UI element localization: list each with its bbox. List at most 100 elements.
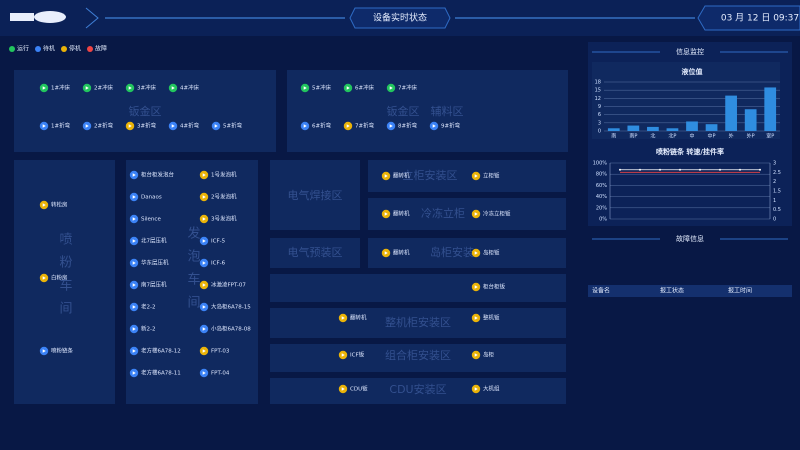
machine-icon [202,195,206,199]
zone-label: 组合柜安装区 [385,348,451,362]
table-column: 设备名 [592,287,610,295]
machine-icon [132,327,136,331]
legend-label: 停机 [69,45,81,53]
machine-name: 白粉房 [51,274,68,282]
y-tick-label: 0 [598,129,601,135]
machine-icon [85,86,89,90]
faults-title: 故障信息 [676,234,704,243]
zone [287,70,568,152]
page-title: 设备实时状态 [373,12,427,24]
machine-icon [202,173,206,177]
date-frame [697,5,800,31]
machine-name: 小岛柜6A78-08 [211,325,251,333]
machine-icon [432,124,436,128]
machine-name: FPT-04 [211,371,230,377]
zone-label: 钣金区 [129,104,162,118]
machine-name: 4#折弯 [180,122,200,130]
series-point [759,168,761,171]
zone [14,160,115,404]
machine-name: 1号发泡机 [211,171,237,179]
machine-name: 华东层压机 [141,259,169,267]
datetime: 03 月 12 日 09:37 [721,13,799,24]
machine-icon [132,349,136,353]
machine-name: 翻转机 [393,249,410,257]
bar [725,95,737,131]
x-tick-label: 南P [629,133,637,140]
machine-icon [389,86,393,90]
machine-name: 立柜钣 [483,172,500,180]
machine-icon [341,387,345,391]
machine-icon [132,173,136,177]
machine-icon [303,86,307,90]
y-tick-label: 18 [595,80,601,86]
zone [368,198,566,230]
machine-name: 3#折弯 [137,122,157,130]
zone [14,70,276,152]
header-chevron [85,7,99,29]
machine-name: Danaos [141,195,162,201]
machine-name: 翻转机 [393,172,410,180]
machine-icon [474,212,478,216]
zone-label: 电气焊接区 [288,188,343,202]
machine-name: 5#冲床 [312,84,332,92]
machine-name: 6#冲床 [355,84,375,92]
machine-name: 1#折弯 [51,122,71,130]
machine-icon [474,174,478,178]
machine-name: Silence [141,217,161,223]
logo [10,13,34,21]
series-point [739,168,741,171]
machine-name: 南7层压机 [141,281,167,289]
y-tick-label: 100% [593,161,608,167]
machine-icon [341,353,345,357]
x-tick-label: 北 [650,133,655,140]
x-tick-label: 外P [747,133,755,140]
zone-label: 立柜安装区 [403,168,458,182]
zone-label: 钣金区 辅料区 [387,104,464,118]
zone [270,378,566,404]
zone [368,238,566,268]
machine-name: 柜台柜发泡台 [141,171,175,179]
machine-icon [42,276,46,280]
machine-name: 整机钣 [483,314,500,322]
machine-icon [202,217,206,221]
y-tick-label: 20% [596,205,607,211]
zone-label: 冷冻立柜 [421,206,465,220]
machine-name: 9#折弯 [441,122,461,130]
machine-name: 翻转机 [350,314,367,322]
machine-icon [42,124,46,128]
zone [126,160,258,404]
series-point [659,168,661,171]
machine-icon [202,327,206,331]
machine-icon [132,305,136,309]
machine-name: 1#冲床 [51,84,71,92]
x-tick-label: 南 [611,133,616,140]
machine-icon [132,195,136,199]
bar [627,125,640,131]
y-tick-label: 12 [595,96,601,102]
machine-name: 转松房 [51,201,68,209]
y-tick-label: 15 [595,88,601,94]
zone-label: 岛柜安装 [430,245,474,259]
y-tick-label: 2 [773,179,776,185]
machine-name: 2#冲床 [94,84,114,92]
x-tick-label: 室P [766,133,774,140]
series-point [639,168,641,171]
machine-icon [132,239,136,243]
legend-label: 故障 [95,45,107,53]
legend-dot [61,46,67,52]
machine-icon [42,203,46,207]
machine-name: ICF-5 [211,239,226,245]
machine-icon [384,174,388,178]
machine-name: 8#折弯 [398,122,418,130]
series-point [679,168,681,171]
zone-label: 喷粉车间 [57,232,73,324]
machine-name: 翻转机 [393,210,410,218]
machine-icon [346,124,350,128]
y-tick-label: 80% [596,172,607,178]
series-point [619,168,621,171]
machine-icon [474,387,478,391]
machine-icon [128,124,132,128]
zone-label: 发泡车间 [185,225,201,318]
zone [270,238,360,268]
table-column: 报工状态 [660,287,684,295]
